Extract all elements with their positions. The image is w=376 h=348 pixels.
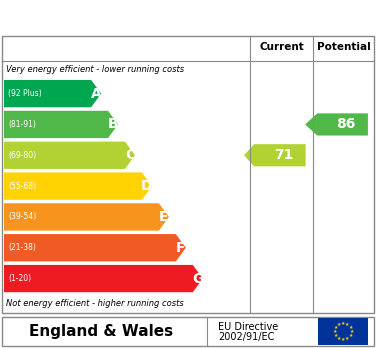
Text: C: C: [125, 148, 135, 162]
Text: Current: Current: [259, 42, 304, 52]
Text: (55-68): (55-68): [8, 182, 36, 191]
Polygon shape: [305, 113, 368, 135]
Text: ★: ★: [337, 336, 341, 341]
Text: F: F: [176, 241, 186, 255]
Polygon shape: [4, 111, 118, 138]
Text: (69-80): (69-80): [8, 151, 36, 160]
Text: ★: ★: [334, 333, 338, 338]
Polygon shape: [4, 142, 135, 169]
Text: ★: ★: [337, 322, 341, 327]
Text: ★: ★: [341, 321, 345, 325]
Text: Energy Efficiency Rating: Energy Efficiency Rating: [11, 8, 259, 26]
Text: 2002/91/EC: 2002/91/EC: [218, 332, 274, 342]
Polygon shape: [4, 265, 203, 292]
Text: ★: ★: [334, 325, 338, 330]
Text: ★: ★: [348, 325, 353, 330]
Text: Potential: Potential: [317, 42, 370, 52]
Text: (81-91): (81-91): [8, 120, 36, 129]
Text: B: B: [108, 117, 118, 132]
Bar: [318, 318, 368, 345]
Text: (39-54): (39-54): [8, 212, 36, 221]
Text: (1-20): (1-20): [8, 274, 31, 283]
Text: ★: ★: [349, 329, 354, 334]
Text: 86: 86: [336, 117, 355, 132]
Text: ★: ★: [345, 322, 350, 327]
Text: A: A: [91, 87, 102, 101]
Polygon shape: [4, 80, 101, 107]
Text: D: D: [141, 179, 153, 193]
Text: (21-38): (21-38): [8, 243, 36, 252]
Text: EU Directive: EU Directive: [218, 322, 278, 332]
Bar: [2, 317, 374, 346]
Text: Not energy efficient - higher running costs: Not energy efficient - higher running co…: [6, 299, 184, 308]
Polygon shape: [4, 234, 186, 261]
Text: 71: 71: [274, 148, 293, 162]
Polygon shape: [4, 173, 152, 200]
Text: Very energy efficient - lower running costs: Very energy efficient - lower running co…: [6, 65, 184, 74]
Polygon shape: [4, 203, 169, 231]
Polygon shape: [244, 144, 306, 166]
Text: ★: ★: [332, 329, 337, 334]
Text: England & Wales: England & Wales: [29, 324, 174, 339]
Text: G: G: [192, 271, 203, 286]
Text: ★: ★: [341, 338, 345, 342]
Text: ★: ★: [345, 336, 350, 341]
Text: (92 Plus): (92 Plus): [8, 89, 42, 98]
Text: E: E: [159, 210, 169, 224]
Text: ★: ★: [348, 333, 353, 338]
